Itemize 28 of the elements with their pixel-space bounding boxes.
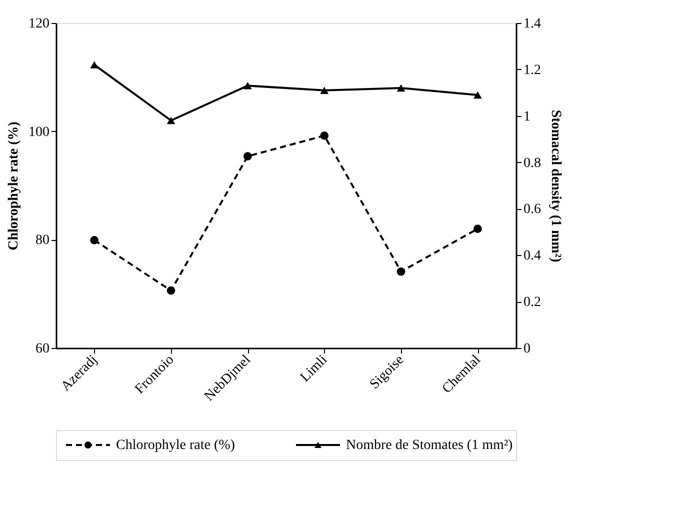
y-tick-label: 120	[28, 16, 50, 32]
y2-tick-label: 0.8	[524, 156, 541, 171]
y2-tick-label: 1.4	[524, 16, 541, 32]
point	[243, 82, 252, 90]
y2-axis-title: Stomacal density (1 mm²)	[548, 110, 563, 263]
point	[396, 267, 406, 276]
y-tick-label: 60	[36, 342, 50, 356]
point	[166, 286, 176, 295]
point	[90, 61, 99, 68]
point	[166, 116, 176, 124]
legend-label: Nombre de Stomates (1 mm²)	[346, 438, 514, 453]
point	[473, 224, 482, 234]
y-tick-label: 100	[28, 124, 50, 140]
y-tick-label: 80	[36, 233, 50, 248]
y2-tick-label: 0.2	[524, 295, 541, 310]
point	[396, 84, 406, 92]
y-axis-title: Chlorophyle rate (%)	[6, 121, 22, 250]
point	[90, 236, 99, 244]
point	[473, 91, 482, 99]
point	[320, 131, 329, 140]
y2-tick-label: 0	[524, 342, 530, 356]
y2-tick-label: 0.6	[524, 202, 541, 218]
legend-label: Chlorophyle rate (%)	[116, 438, 236, 453]
y2-tick-label: 1	[524, 109, 530, 124]
y2-tick-label: 0.4	[524, 248, 541, 264]
y2-tick-label: 1.2	[524, 62, 541, 78]
point	[243, 152, 252, 160]
point	[320, 86, 329, 94]
